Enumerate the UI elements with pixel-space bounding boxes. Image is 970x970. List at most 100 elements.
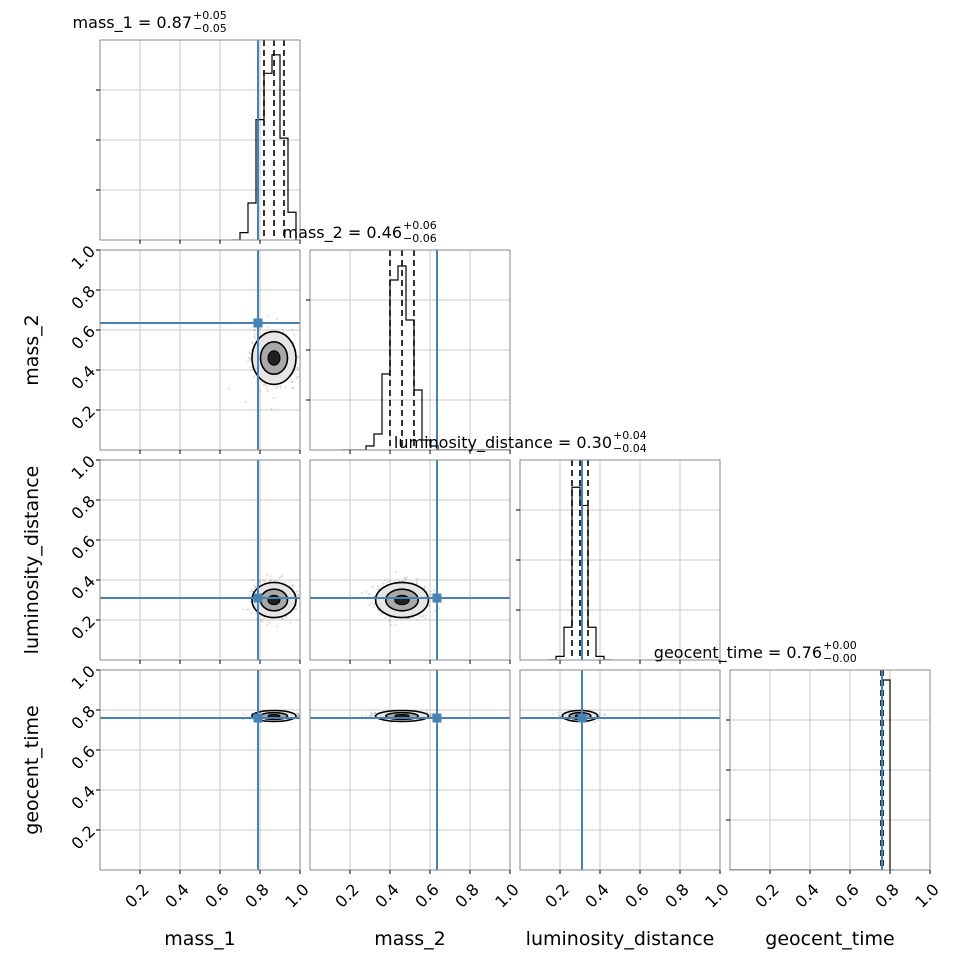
posterior-sample [254, 337, 257, 339]
posterior-sample [266, 573, 269, 576]
posterior-sample [377, 585, 380, 588]
posterior-sample [268, 579, 271, 582]
panel-content [342, 250, 510, 450]
posterior-sample [284, 386, 287, 388]
panel-frame [309, 459, 511, 661]
posterior-sample [296, 712, 298, 715]
posterior-sample [269, 622, 271, 625]
posterior-sample [301, 717, 303, 719]
posterior-sample [253, 335, 256, 338]
posterior-sample [360, 592, 363, 595]
posterior-sample [558, 714, 560, 717]
posterior-sample [261, 579, 264, 581]
posterior-sample [370, 602, 373, 604]
posterior-sample [297, 594, 300, 597]
histogram-luminosity_distance [548, 486, 612, 660]
posterior-sample [428, 605, 431, 607]
x-tick-label-geocent_time: 0.6 [831, 880, 862, 911]
posterior-sample [296, 367, 299, 370]
posterior-sample [377, 609, 380, 612]
posterior-sample [284, 581, 287, 584]
x-tick-label-mass_2: 0.2 [331, 880, 362, 911]
posterior-sample [250, 588, 253, 591]
y-tick-label-mass_2: 0.2 [68, 402, 99, 433]
posterior-sample [415, 618, 418, 621]
x-tick-label-mass_1: 0.6 [201, 880, 232, 911]
posterior-sample [296, 593, 299, 596]
y-tick-label-luminosity_distance: 0.4 [68, 572, 99, 603]
panel-content [232, 40, 297, 240]
posterior-sample [295, 591, 298, 594]
posterior-sample [430, 713, 433, 715]
posterior-sample [596, 719, 599, 722]
posterior-sample [247, 356, 250, 359]
posterior-sample [304, 602, 306, 604]
x-tick-label-luminosity_distance: 0.4 [581, 880, 612, 911]
panel-mass_1-luminosity_distance [96, 459, 306, 664]
x-tick-label-mass_1: 0.4 [161, 880, 192, 911]
posterior-sample [279, 387, 282, 390]
posterior-sample [368, 604, 371, 607]
posterior-sample [253, 584, 256, 587]
posterior-sample [405, 578, 408, 581]
posterior-sample [296, 366, 299, 369]
posterior-sample [252, 342, 254, 345]
posterior-sample [289, 621, 292, 624]
posterior-sample [259, 328, 262, 330]
x-tick-label-geocent_time: 0.4 [791, 880, 822, 911]
posterior-sample [365, 591, 368, 593]
posterior-sample [253, 328, 256, 331]
posterior-sample [252, 578, 255, 581]
posterior-sample [373, 712, 375, 715]
posterior-sample [263, 580, 266, 583]
posterior-sample [418, 614, 421, 617]
posterior-sample [433, 589, 435, 592]
y-tick-label-mass_2: 1.0 [68, 242, 99, 273]
posterior-sample [297, 712, 299, 715]
contour-core [267, 594, 281, 606]
truth-marker [253, 318, 263, 328]
posterior-sample [242, 608, 245, 611]
posterior-sample [248, 359, 251, 361]
posterior-sample [297, 375, 300, 378]
posterior-sample [291, 329, 294, 331]
posterior-sample [279, 385, 282, 387]
histogram-mass_2 [342, 265, 510, 450]
posterior-sample [273, 397, 275, 399]
posterior-sample [254, 330, 256, 333]
posterior-sample [262, 384, 265, 386]
panel-frame [309, 669, 511, 871]
title-mass_2: mass_2 = 0.46 [283, 223, 402, 243]
posterior-sample [296, 355, 299, 358]
title-lower-mass_2: −0.06 [403, 232, 437, 245]
posterior-sample [552, 713, 555, 715]
posterior-sample [382, 582, 385, 585]
panel-content [100, 460, 306, 660]
x-axis-label-mass_1: mass_1 [164, 928, 236, 950]
posterior-sample [377, 588, 380, 591]
panel-frame [99, 459, 301, 661]
posterior-sample [370, 712, 373, 715]
posterior-sample [289, 584, 291, 587]
posterior-sample [291, 379, 294, 382]
posterior-sample [293, 333, 296, 336]
posterior-sample [250, 612, 253, 615]
panel-luminosity_distance-luminosity_distance [516, 459, 721, 664]
title-upper-mass_2: +0.06 [403, 219, 437, 232]
posterior-sample [292, 583, 294, 586]
posterior-sample [421, 616, 424, 618]
y-tick-label-geocent_time: 0.8 [68, 702, 99, 733]
posterior-sample [370, 714, 373, 717]
posterior-sample [251, 320, 254, 323]
x-axis-label-mass_2: mass_2 [374, 928, 446, 950]
posterior-sample [266, 390, 269, 393]
posterior-sample [390, 624, 393, 627]
title-lower-mass_1: −0.05 [193, 22, 227, 35]
posterior-sample [281, 574, 284, 577]
posterior-sample [242, 713, 244, 715]
x-tick-label-mass_1: 0.8 [241, 880, 272, 911]
posterior-sample [423, 585, 426, 588]
posterior-sample [599, 715, 601, 718]
posterior-sample [264, 383, 267, 385]
posterior-sample [278, 577, 281, 580]
